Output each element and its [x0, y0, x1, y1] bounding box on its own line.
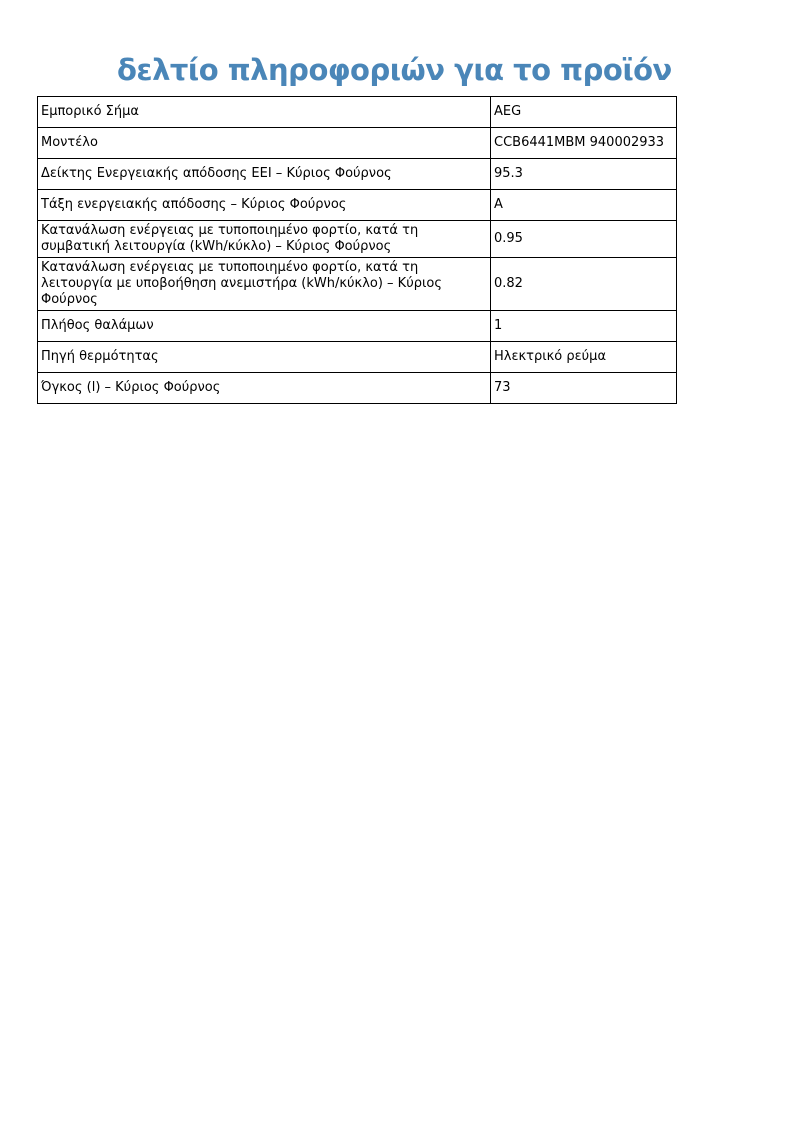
row-label: Πηγή θερμότητας — [37, 341, 491, 373]
table-row: Όγκος (l) – Κύριος Φούρνος 73 — [37, 372, 677, 404]
row-value: Ηλεκτρικό ρεύμα — [490, 341, 677, 373]
table-row: Μοντέλο CCB6441MBM 940002933 — [37, 127, 677, 159]
table-row: Εμπορικό Σήμα AEG — [37, 96, 677, 128]
row-value: 0.95 — [490, 220, 677, 258]
row-value: A — [490, 189, 677, 221]
row-label: Εμπορικό Σήμα — [37, 96, 491, 128]
row-label: Πλήθος θαλάμων — [37, 310, 491, 342]
product-info-table-body: Εμπορικό Σήμα AEG Μοντέλο CCB6441MBM 940… — [37, 96, 677, 404]
table-row: Πλήθος θαλάμων 1 — [37, 310, 677, 342]
page-title: δελτίο πληροφοριών για το προϊόν — [117, 53, 672, 88]
table-row: Κατανάλωση ενέργειας με τυποποιημένο φορ… — [37, 257, 677, 311]
product-info-table: Εμπορικό Σήμα AEG Μοντέλο CCB6441MBM 940… — [37, 96, 677, 404]
row-value: 0.82 — [490, 257, 677, 311]
row-value: CCB6441MBM 940002933 — [490, 127, 677, 159]
row-label: Τάξη ενεργειακής απόδοσης – Κύριος Φούρν… — [37, 189, 491, 221]
table-row: Κατανάλωση ενέργειας με τυποποιημένο φορ… — [37, 220, 677, 258]
table-row: Δείκτης Ενεργειακής απόδοσης EEI – Κύριο… — [37, 158, 677, 190]
row-label: Δείκτης Ενεργειακής απόδοσης EEI – Κύριο… — [37, 158, 491, 190]
row-value: AEG — [490, 96, 677, 128]
table-row: Πηγή θερμότητας Ηλεκτρικό ρεύμα — [37, 341, 677, 373]
row-label: Κατανάλωση ενέργειας με τυποποιημένο φορ… — [37, 257, 491, 311]
row-label: Μοντέλο — [37, 127, 491, 159]
table-row: Τάξη ενεργειακής απόδοσης – Κύριος Φούρν… — [37, 189, 677, 221]
row-label: Κατανάλωση ενέργειας με τυποποιημένο φορ… — [37, 220, 491, 258]
row-value: 1 — [490, 310, 677, 342]
row-label: Όγκος (l) – Κύριος Φούρνος — [37, 372, 491, 404]
row-value: 95.3 — [490, 158, 677, 190]
row-value: 73 — [490, 372, 677, 404]
